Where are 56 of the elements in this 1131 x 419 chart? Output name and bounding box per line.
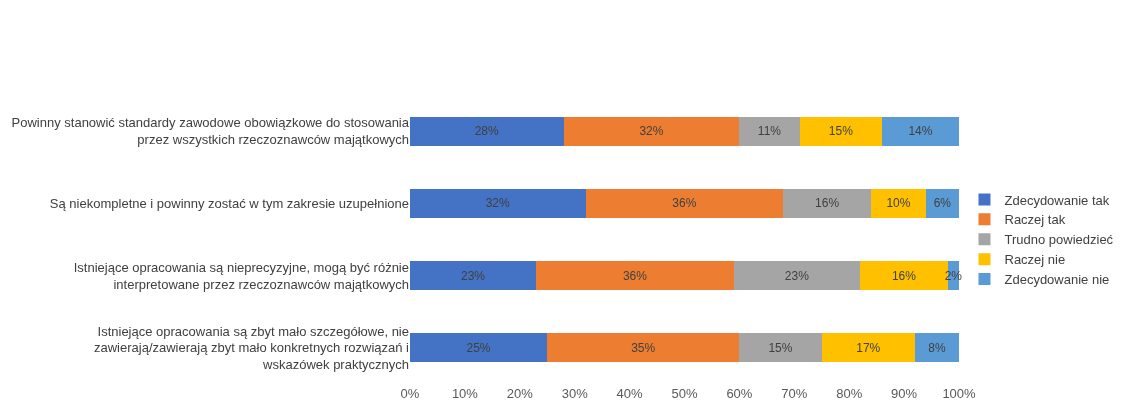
legend-label: Raczej nie <box>1004 252 1066 268</box>
y-tick-label: Powinny stanowić standardy zawodowe obowiązkowe do stosowania przez wszystkich rzeczoznawców majątkowych <box>11 115 410 148</box>
data-label: 17% <box>856 340 881 355</box>
y-tick-label: Istniejące opracowania są nieprecyzyjne, mogą być różnie interpretowane przez rzeczoznawców majątkowych <box>73 259 409 292</box>
data-label: 11% <box>757 124 782 139</box>
bar <box>733 261 861 291</box>
x-tick-label: 50% <box>671 386 698 401</box>
bar <box>915 333 959 363</box>
x-tick-label: 70% <box>781 386 808 401</box>
bar <box>783 188 872 218</box>
y-tick-label: Są niekompletne i powinny zostać w tym zakresie uzupełnione <box>49 195 409 211</box>
y-tick-label: Istniejące opracowania są zbyt mało szczegółowe, nie zawierają/zawierają zbyt mało konkretnych rozwiązań i wskazówek praktycznych <box>93 323 410 373</box>
data-label: 25% <box>466 340 491 355</box>
x-tick-label: 20% <box>506 386 534 401</box>
bar <box>739 333 822 363</box>
bar <box>563 116 740 146</box>
bar <box>410 116 564 146</box>
data-label: 16% <box>815 196 840 211</box>
data-label: 15% <box>828 124 854 139</box>
data-label: 36% <box>622 268 648 283</box>
legend-label: Zdecydowanie tak <box>1004 192 1110 208</box>
data-label: 16% <box>891 268 917 283</box>
x-tick-label: 10% <box>451 386 479 401</box>
data-label: 15% <box>768 340 793 355</box>
data-label: 32% <box>639 124 664 139</box>
data-label: 23% <box>460 268 486 283</box>
x-tick-label: 60% <box>726 386 753 401</box>
data-label: 10% <box>886 196 911 211</box>
bar <box>585 188 784 218</box>
bar <box>871 188 927 218</box>
bar <box>536 261 734 291</box>
x-tick-label: 0% <box>400 386 420 401</box>
data-label: 36% <box>672 196 697 211</box>
data-label: 28% <box>474 124 500 139</box>
legend-label: Zdecydowanie nie <box>1004 272 1110 288</box>
x-tick-label: 90% <box>891 386 918 401</box>
bar <box>410 333 548 363</box>
bar <box>410 261 537 291</box>
data-label: 35% <box>631 340 656 355</box>
x-tick-label: 40% <box>616 386 644 401</box>
legend-label: Raczej tak <box>1004 212 1066 228</box>
data-label: 8% <box>928 340 946 355</box>
data-label: 14% <box>908 124 933 139</box>
x-tick-label: 100% <box>942 386 977 401</box>
bar <box>882 116 959 146</box>
data-label: 23% <box>784 268 810 283</box>
bar <box>799 116 883 146</box>
bar <box>410 188 586 218</box>
bar <box>739 116 800 146</box>
data-label: 32% <box>485 196 511 211</box>
bar <box>821 333 916 363</box>
x-tick-label: 80% <box>836 386 863 401</box>
x-tick-label: 30% <box>561 386 589 401</box>
legend-label: Trudno powiedzieć <box>1004 232 1114 248</box>
data-label: 6% <box>933 196 952 211</box>
bar <box>547 333 740 363</box>
